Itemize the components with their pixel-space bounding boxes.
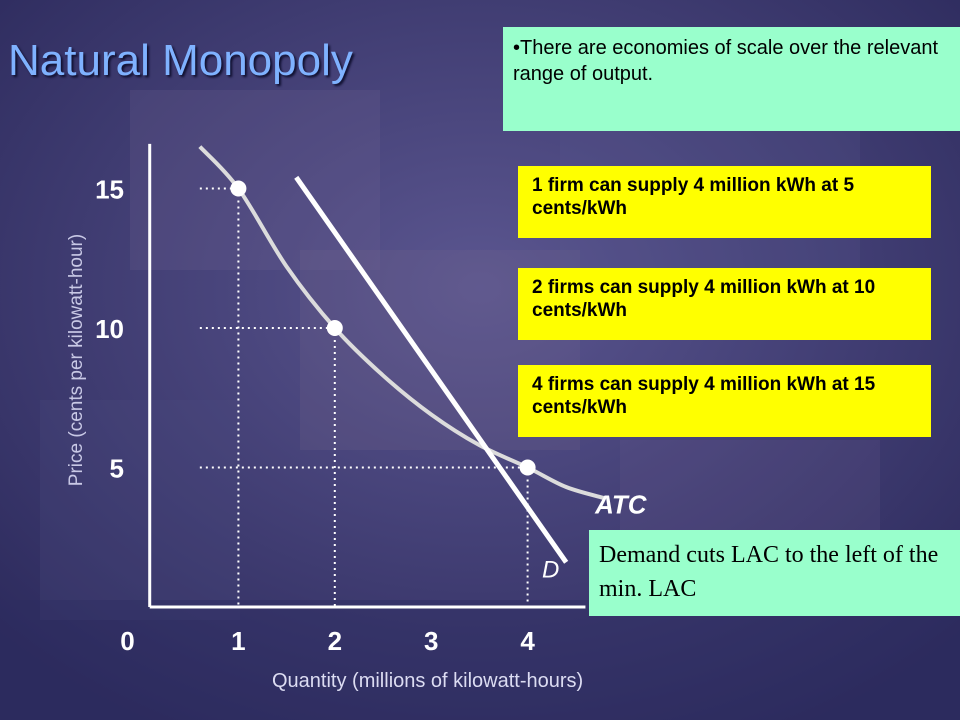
four-firms-note: 4 firms can supply 4 million kWh at 15 c… [518, 365, 931, 437]
atc-point-1 [230, 180, 247, 197]
page-title: Natural Monopoly [8, 36, 353, 85]
atc-label: ATC [594, 490, 648, 520]
y-tick-label-5: 5 [110, 454, 124, 484]
demand-line [294, 175, 569, 564]
demand-note: Demand cuts LAC to the left of the min. … [589, 530, 960, 616]
one-firm-note: 1 firm can supply 4 million kWh at 5 cen… [518, 166, 931, 238]
x-tick-label-0: 0 [120, 626, 134, 656]
y-tick-label-10: 10 [95, 314, 124, 344]
x-tick-label-1: 1 [231, 626, 245, 656]
economies-of-scale-note: •There are economies of scale over the r… [503, 27, 960, 131]
x-tick-label-3: 3 [424, 626, 438, 656]
x-tick-label-2: 2 [328, 626, 342, 656]
y-tick-label-15: 15 [95, 175, 124, 205]
atc-point-2 [326, 320, 343, 336]
atc-point-3 [519, 459, 536, 476]
atc-curve [198, 145, 606, 501]
two-firms-note: 2 firms can supply 4 million kWh at 10 c… [518, 268, 931, 340]
demand-label: D [542, 557, 559, 584]
x-tick-label-4: 4 [520, 626, 535, 656]
x-axis-title: Quantity (millions of kilowatt-hours) [272, 670, 584, 692]
y-axis-title: Price (cents per kilowatt-hour) [66, 233, 87, 487]
